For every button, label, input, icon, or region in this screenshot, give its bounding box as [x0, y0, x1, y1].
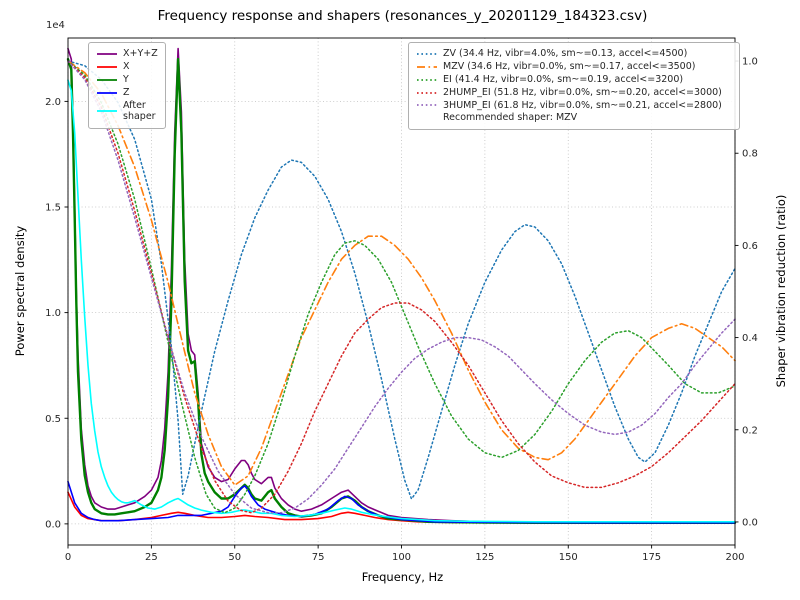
y-right-tick-label: 0.6 [742, 241, 758, 252]
legend-item: After shaper [96, 100, 158, 124]
legend-psd: X+Y+Z X Y Z After shaper [88, 42, 166, 130]
legend-item: X [96, 61, 158, 73]
chart-title: Frequency response and shapers (resonanc… [157, 8, 648, 24]
legend-item: 2HUMP_EI (51.8 Hz, vibr=0.0%, sm~=0.20, … [416, 87, 732, 99]
legend-item-label: After shaper [123, 99, 156, 123]
legend-line-swatch [417, 78, 437, 81]
y-left-tick-label: 0.5 [45, 414, 61, 425]
legend-item: Y [96, 74, 158, 86]
y-axis-label-left: Power spectral density [13, 225, 27, 357]
legend-item-label: X+Y+Z [123, 48, 158, 59]
legend-line-swatch [97, 110, 117, 113]
series-after-shaper [67, 79, 736, 523]
legend-line-swatch [97, 53, 117, 55]
legend-item-label: X [123, 60, 130, 72]
legend-item: EI (41.4 Hz, vibr=0.0%, sm~=0.19, accel<… [416, 74, 732, 86]
legend-item-label: 3HUMP_EI (61.8 Hz, vibr=0.0%, sm~=0.21, … [443, 99, 722, 111]
x-axis-label: Frequency, Hz [361, 570, 444, 584]
y-left-tick-label: 2.0 [45, 97, 61, 108]
series-3hump-ei [67, 60, 736, 514]
x-tick-label: 100 [392, 552, 411, 563]
y-axis-label-right: Shaper vibration reduction (ratio) [774, 194, 788, 388]
y-left-tick-label: 1.5 [45, 203, 61, 214]
y-left-tick-label: 0.0 [45, 519, 61, 530]
legend-line-swatch [97, 78, 117, 81]
series-2hump-ei [67, 60, 736, 514]
legend-recommended-shaper: Recommended shaper: MZV [443, 112, 578, 124]
legend-item: MZV (34.6 Hz, vibr=0.0%, sm~=0.17, accel… [416, 61, 732, 73]
x-tick-label: 0 [65, 552, 71, 563]
x-tick-label: 175 [642, 552, 661, 563]
legend-item-label: 2HUMP_EI (51.8 Hz, vibr=0.0%, sm~=0.20, … [443, 86, 722, 98]
legend-item-label: EI (41.4 Hz, vibr=0.0%, sm~=0.19, accel<… [443, 73, 684, 85]
legend-line-swatch [97, 65, 117, 68]
legend-line-swatch [417, 91, 437, 94]
legend-item-label: Z [123, 86, 130, 98]
x-tick-label: 25 [145, 552, 158, 563]
legend-line-swatch [97, 91, 117, 94]
legend-item-label: ZV (34.4 Hz, vibr=4.0%, sm~=0.13, accel<… [443, 48, 688, 59]
legend-shapers: ZV (34.4 Hz, vibr=4.0%, sm~=0.13, accel<… [408, 42, 740, 131]
legend-line-swatch [417, 53, 437, 55]
y-right-tick-label: 1.0 [742, 57, 758, 68]
legend-item: ZV (34.4 Hz, vibr=4.0%, sm~=0.13, accel<… [416, 48, 732, 60]
series-ei [67, 60, 736, 514]
legend-item-label: MZV (34.6 Hz, vibr=0.0%, sm~=0.17, accel… [443, 60, 696, 72]
y-right-tick-label: 0.2 [742, 425, 758, 436]
x-tick-label: 200 [725, 552, 744, 563]
y-axis-offset-text: 1e4 [46, 20, 65, 31]
legend-item-label: Y [123, 73, 129, 85]
y-left-tick-label: 1.0 [45, 308, 61, 319]
legend-line-swatch [417, 104, 437, 107]
series-x-y-z [67, 47, 736, 524]
series-zv [67, 60, 736, 500]
x-tick-label: 125 [475, 552, 494, 563]
legend-item: Z [96, 87, 158, 99]
x-tick-label: 50 [228, 552, 241, 563]
y-right-tick-label: 0.4 [742, 333, 758, 344]
legend-line-swatch [417, 65, 437, 68]
series-mzv [67, 60, 736, 486]
x-tick-label: 75 [312, 552, 325, 563]
legend-item: X+Y+Z [96, 48, 158, 60]
y-right-tick-label: 0.0 [742, 517, 758, 528]
x-tick-label: 150 [559, 552, 578, 563]
y-right-tick-label: 0.8 [742, 149, 758, 160]
legend-item: 3HUMP_EI (61.8 Hz, vibr=0.0%, sm~=0.21, … [416, 100, 732, 112]
legend-note-row: Recommended shaper: MZV [416, 112, 732, 124]
